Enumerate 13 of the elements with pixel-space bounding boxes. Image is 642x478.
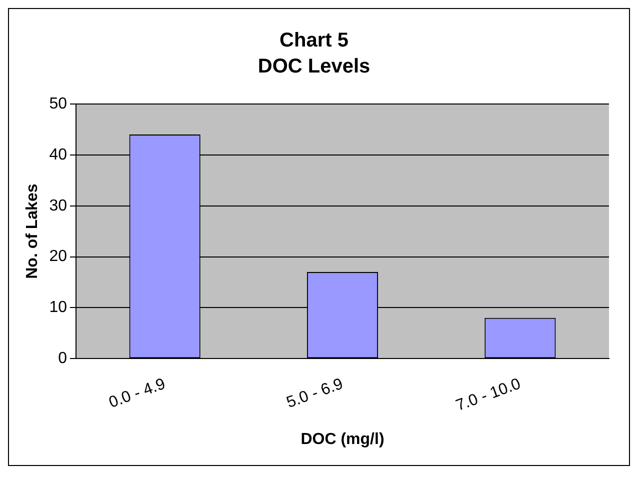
chart-title: Chart 5 bbox=[280, 30, 348, 52]
y-tick-label: 10 bbox=[49, 299, 68, 316]
x-tick-label: 5.0 - 6.9 bbox=[284, 376, 346, 412]
chart-subtitle: DOC Levels bbox=[258, 56, 370, 78]
x-tick-label: 0.0 - 4.9 bbox=[106, 376, 168, 412]
y-axis-title: No. of Lakes bbox=[24, 184, 42, 279]
y-tick-label: 50 bbox=[49, 95, 68, 112]
y-tick-label: 20 bbox=[49, 248, 68, 266]
x-axis-title: DOC (mg/l) bbox=[300, 430, 384, 448]
y-tick-label: 30 bbox=[49, 197, 68, 214]
y-tick-label: 0 bbox=[58, 350, 68, 368]
y-tick-label: 40 bbox=[49, 146, 68, 164]
x-tick-label: 7.0 - 10.0 bbox=[454, 376, 524, 415]
